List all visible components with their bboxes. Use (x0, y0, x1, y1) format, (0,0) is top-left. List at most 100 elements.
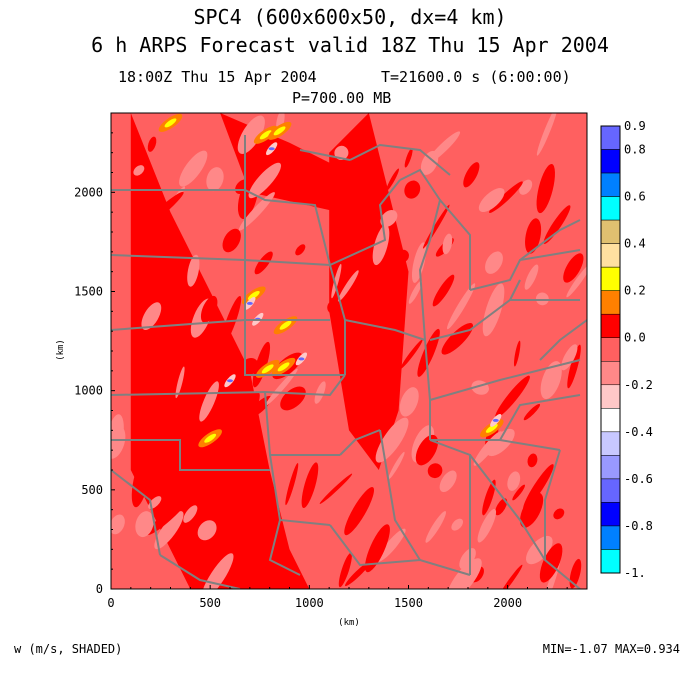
positive-cell-core (259, 130, 272, 140)
texture-patch (535, 292, 549, 306)
texture-patch (378, 302, 406, 335)
colorbar-label: 0.4 (624, 237, 646, 251)
texture-patch (141, 302, 162, 330)
map-boundary-line (429, 359, 581, 401)
texture-patch (553, 508, 565, 520)
texture-patch (563, 253, 584, 283)
colorbar-segment (600, 313, 621, 338)
chart-title-line2: 6 h ARPS Forecast valid 18Z Thu 15 Apr 2… (91, 33, 609, 57)
map-boundary-line (344, 319, 426, 341)
colorbar-segment (600, 455, 621, 480)
texture-patch (216, 411, 239, 439)
colorbar-frame (600, 125, 621, 574)
map-boundary-line (509, 279, 521, 301)
colorbar-label: -0.4 (624, 425, 653, 439)
valid-time-label: 18:00Z Thu 15 Apr 2004 (118, 68, 317, 86)
w-field-shading (111, 113, 587, 589)
texture-patch (205, 349, 224, 370)
state-boundary-lines (111, 135, 587, 589)
negative-cell-core (268, 147, 275, 151)
texture-patch (222, 228, 241, 253)
texture-patch (543, 205, 571, 244)
positive-cell-core (164, 118, 177, 128)
texture-patch (477, 508, 497, 543)
colorbar-segment (600, 478, 621, 503)
x-tick-label: 1500 (394, 596, 423, 610)
texture-patch (446, 283, 476, 330)
colorbar-segment (600, 384, 621, 409)
texture-patch (344, 487, 375, 536)
map-boundary-line (469, 454, 546, 561)
axes: 0 500 1000 1500 2000 0 500 1000 1500 2000 (km) (km) (56, 132, 568, 628)
texture-patch (478, 188, 505, 213)
texture-patch (183, 505, 198, 523)
positive-cell-core (261, 364, 274, 374)
texture-patch (527, 453, 538, 468)
texture-patch (399, 387, 419, 417)
colorbar-label: -0.6 (624, 472, 653, 486)
variable-label: w (m/s, SHADED) (14, 642, 123, 656)
y-tick-label: 1500 (74, 285, 103, 299)
texture-patch (525, 218, 542, 254)
texture-patch (154, 511, 184, 550)
texture-patch (417, 328, 440, 377)
texture-patch (152, 333, 168, 349)
map-boundary-line (111, 439, 270, 471)
texture-patch (404, 148, 413, 168)
texture-patch (200, 295, 218, 323)
x-tick-label: 0 (107, 596, 114, 610)
texture-patch (427, 463, 443, 479)
map-boundary-line (429, 299, 580, 341)
texture-patch (482, 479, 496, 516)
texture-patch (404, 180, 421, 199)
colorbar-label: 0.6 (624, 190, 646, 204)
texture-patch (295, 244, 306, 256)
texture-patch (495, 375, 530, 419)
texture-patch (566, 263, 587, 298)
texture-patch (338, 552, 352, 588)
texture-patch (507, 471, 521, 491)
texture-patch (463, 162, 480, 188)
colorbar-label: -1. (624, 566, 646, 580)
colorbar-segment (600, 196, 621, 221)
texture-patch (111, 514, 125, 535)
positive-cell-core (277, 362, 290, 372)
negative-cell-core (298, 357, 305, 361)
colorbar-segment (600, 408, 621, 433)
texture-patch (540, 361, 562, 400)
texture-patch (512, 484, 525, 501)
negative-cell-core (227, 379, 233, 383)
map-boundary-line (111, 189, 331, 266)
texture-patch (482, 283, 505, 337)
texture-patch (302, 164, 318, 180)
positive-cell-core (204, 433, 217, 443)
texture-patch (209, 477, 236, 514)
texture-patch (197, 520, 217, 541)
colorbar-segment (600, 361, 621, 386)
texture-patch (400, 339, 423, 369)
colorbar-segment (600, 549, 621, 574)
map-boundary-line (264, 374, 346, 397)
texture-patch (164, 243, 188, 293)
positive-cell-core (485, 423, 498, 433)
texture-patch (175, 366, 185, 399)
texture-patch (206, 167, 224, 192)
texture-patch (179, 150, 208, 187)
colorbar-segment (600, 502, 621, 527)
x-tick-label: 2000 (493, 596, 522, 610)
colorbar-label: 0.8 (624, 143, 646, 157)
map-boundary-line (244, 320, 345, 376)
texture-patch (135, 511, 154, 538)
colorbar-segment (600, 125, 621, 150)
texture-patch (257, 512, 279, 553)
min-max-label: MIN=-1.07 MAX=0.934 (542, 642, 680, 656)
texture-patch (388, 451, 405, 480)
texture-patch (536, 163, 555, 214)
texture-patch (238, 192, 275, 231)
texture-patch (280, 386, 306, 411)
map-boundary-line (379, 429, 421, 561)
map-boundary-line (111, 319, 246, 331)
map-boundary-line (399, 168, 442, 341)
texture-patch (451, 518, 464, 531)
